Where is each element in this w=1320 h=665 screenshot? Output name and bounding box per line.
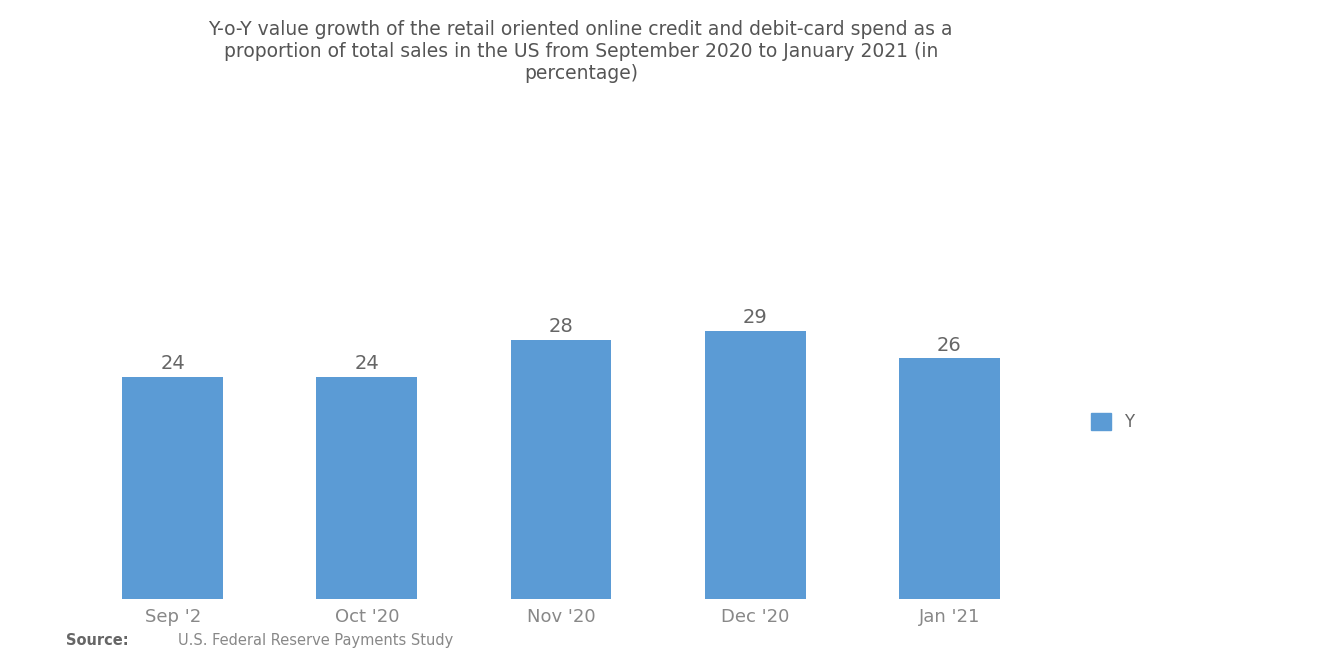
- Bar: [317, 377, 417, 598]
- Bar: [123, 377, 223, 598]
- Text: 28: 28: [549, 317, 573, 336]
- Text: Source:: Source:: [66, 633, 128, 648]
- Text: 24: 24: [161, 354, 185, 373]
- Text: Y-o-Y value growth of the retail oriented online credit and debit-card spend as : Y-o-Y value growth of the retail oriente…: [209, 20, 953, 83]
- Bar: [511, 340, 611, 598]
- Bar: [899, 358, 999, 598]
- Text: 26: 26: [937, 336, 961, 354]
- Bar: [705, 331, 805, 598]
- Text: 29: 29: [743, 308, 767, 327]
- Legend: Y: Y: [1084, 406, 1140, 438]
- Text: 24: 24: [355, 354, 379, 373]
- Text: U.S. Federal Reserve Payments Study: U.S. Federal Reserve Payments Study: [178, 633, 454, 648]
